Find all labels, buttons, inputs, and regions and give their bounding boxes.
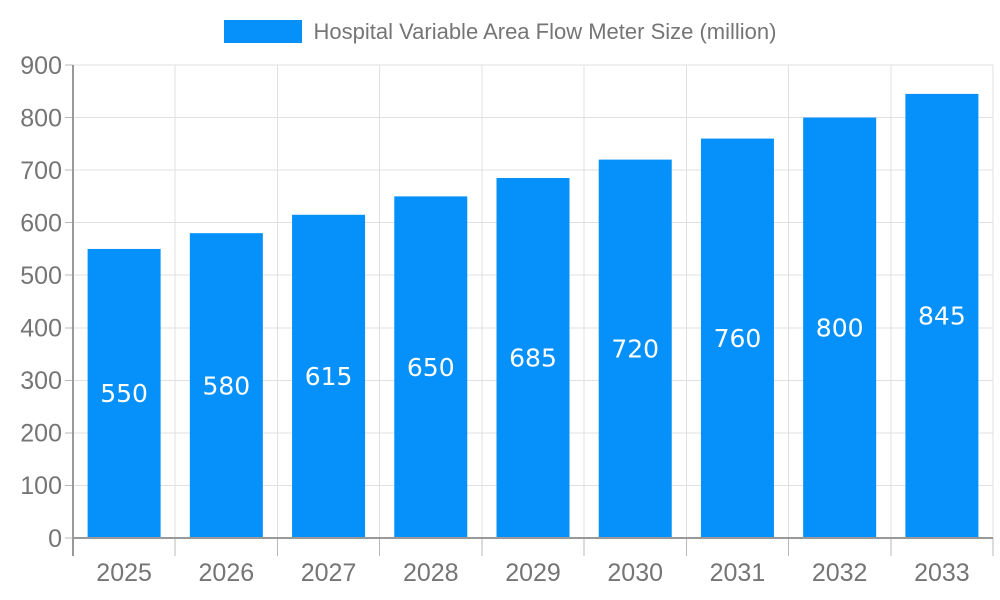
y-axis-label: 100 [20, 472, 62, 500]
y-axis-label: 600 [20, 209, 62, 237]
bar-value-label: 720 [611, 335, 659, 364]
bar[interactable] [803, 117, 877, 539]
bar[interactable] [394, 196, 468, 538]
bar-value-label: 685 [509, 344, 557, 373]
x-axis-label: 2026 [199, 559, 255, 587]
legend-label: Hospital Variable Area Flow Meter Size (… [313, 19, 777, 44]
y-axis-label: 200 [20, 420, 62, 448]
bar-value-label: 760 [714, 324, 762, 353]
x-axis-label: 2025 [96, 559, 152, 587]
y-axis-label: 800 [20, 104, 62, 132]
bar-value-label: 845 [918, 302, 966, 331]
bar-value-label: 650 [407, 353, 455, 382]
x-axis-label: 2033 [914, 559, 970, 587]
y-axis-label: 300 [20, 367, 62, 395]
bar[interactable] [87, 248, 161, 538]
x-axis-label: 2031 [710, 559, 766, 587]
x-axis-label: 2028 [403, 559, 459, 587]
y-axis-label: 500 [20, 262, 62, 290]
bar-value-label: 550 [100, 379, 148, 408]
bar[interactable] [189, 233, 263, 538]
y-axis-label: 400 [20, 315, 62, 343]
y-axis-label: 700 [20, 157, 62, 185]
bar-value-label: 800 [816, 314, 864, 343]
bar[interactable] [598, 159, 672, 538]
bar[interactable] [496, 177, 570, 538]
x-axis-label: 2029 [505, 559, 561, 587]
x-axis-label: 2027 [301, 559, 357, 587]
x-axis-label: 2032 [812, 559, 868, 587]
y-axis-label: 0 [48, 525, 62, 553]
y-axis-label: 900 [20, 52, 62, 80]
bar-value-label: 580 [202, 371, 250, 400]
x-axis-label: 2030 [607, 559, 663, 587]
bar-value-label: 615 [305, 362, 353, 391]
bar[interactable] [905, 93, 979, 539]
bar[interactable] [700, 138, 774, 539]
legend-item[interactable]: Hospital Variable Area Flow Meter Size (… [0, 20, 1000, 43]
bar[interactable] [292, 214, 366, 539]
legend-swatch [223, 20, 302, 43]
